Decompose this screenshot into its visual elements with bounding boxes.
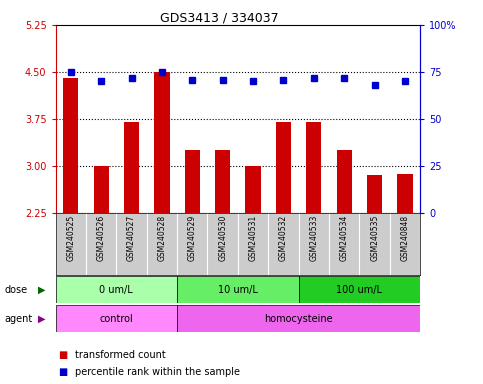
Text: GSM240525: GSM240525 xyxy=(66,215,75,261)
Bar xyxy=(245,166,261,213)
Text: ■: ■ xyxy=(58,350,67,360)
Text: ■: ■ xyxy=(58,367,67,377)
Text: GSM240530: GSM240530 xyxy=(218,215,227,262)
Bar xyxy=(56,305,177,332)
Bar xyxy=(398,174,412,213)
Bar xyxy=(367,175,382,213)
Bar xyxy=(185,151,200,213)
Text: GDS3413 / 334037: GDS3413 / 334037 xyxy=(160,12,279,25)
Text: GSM240527: GSM240527 xyxy=(127,215,136,261)
Bar xyxy=(154,72,170,213)
Bar xyxy=(215,151,230,213)
Text: agent: agent xyxy=(5,314,33,324)
Text: dose: dose xyxy=(5,285,28,295)
Bar xyxy=(56,276,177,303)
Text: GSM240526: GSM240526 xyxy=(97,215,106,261)
Text: 10 um/L: 10 um/L xyxy=(218,285,258,295)
Text: GSM240532: GSM240532 xyxy=(279,215,288,261)
Text: ▶: ▶ xyxy=(38,314,46,324)
Bar xyxy=(63,78,78,213)
Bar xyxy=(298,276,420,303)
Text: 0 um/L: 0 um/L xyxy=(99,285,133,295)
Text: GSM240529: GSM240529 xyxy=(188,215,197,261)
Text: GSM240535: GSM240535 xyxy=(370,215,379,262)
Text: homocysteine: homocysteine xyxy=(264,314,333,324)
Text: control: control xyxy=(99,314,133,324)
Bar xyxy=(306,122,322,213)
Bar xyxy=(177,276,298,303)
Bar xyxy=(94,166,109,213)
Text: ▶: ▶ xyxy=(38,285,46,295)
Text: transformed count: transformed count xyxy=(75,350,166,360)
Text: GSM240528: GSM240528 xyxy=(157,215,167,261)
Text: GSM240848: GSM240848 xyxy=(400,215,410,261)
Bar xyxy=(276,122,291,213)
Text: percentile rank within the sample: percentile rank within the sample xyxy=(75,367,240,377)
Text: GSM240533: GSM240533 xyxy=(309,215,318,262)
Bar xyxy=(124,122,139,213)
Text: GSM240534: GSM240534 xyxy=(340,215,349,262)
Text: GSM240531: GSM240531 xyxy=(249,215,257,261)
Bar xyxy=(337,151,352,213)
Bar xyxy=(177,305,420,332)
Text: 100 um/L: 100 um/L xyxy=(337,285,383,295)
